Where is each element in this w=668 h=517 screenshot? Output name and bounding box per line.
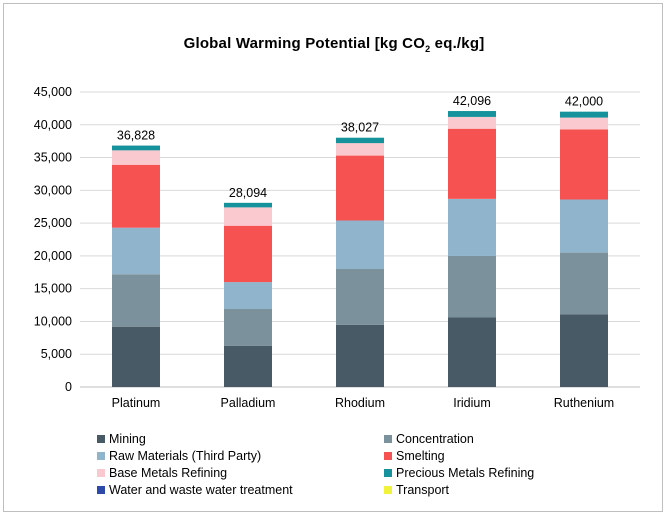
legend-label: Water and waste water treatment — [109, 483, 293, 497]
bar-segment-raw-materials-third-party — [560, 199, 608, 253]
bar-segment-precious-metals-refining — [448, 111, 496, 117]
y-tick-label: 25,000 — [34, 216, 72, 230]
y-tick-label: 15,000 — [34, 282, 72, 296]
x-tick-label: Rhodium — [335, 396, 385, 410]
bar-segment-precious-metals-refining — [560, 111, 608, 118]
legend-label: Precious Metals Refining — [396, 466, 535, 480]
bar-segment-concentration — [560, 252, 608, 315]
bar-segment-smelting — [224, 225, 272, 283]
total-label: 28,094 — [229, 186, 267, 200]
legend-swatch — [97, 435, 105, 443]
x-tick-label: Iridium — [453, 396, 491, 410]
x-tick-label: Palladium — [221, 396, 276, 410]
legend-item: Base Metals Refining — [97, 465, 227, 481]
bar-segment-smelting — [448, 128, 496, 199]
bar-segment-raw-materials-third-party — [112, 227, 160, 275]
legend-item: Raw Materials (Third Party) — [97, 448, 261, 464]
legend-swatch — [384, 435, 392, 443]
total-label: 36,828 — [117, 129, 155, 143]
legend-label: Raw Materials (Third Party) — [109, 449, 262, 463]
y-tick-label: 20,000 — [34, 249, 72, 263]
total-label: 42,000 — [565, 95, 603, 109]
chart-title-tail: eq./kg] — [430, 35, 485, 52]
legend-item: Concentration — [384, 431, 474, 447]
chart-title-main: Global Warming Potential [kg CO — [183, 35, 426, 52]
legend-item: Water and waste water treatment — [97, 482, 293, 498]
legend-label: Smelting — [396, 449, 445, 463]
bar-segment-raw-materials-third-party — [448, 198, 496, 256]
bar-segment-base-metals-refining — [448, 116, 496, 129]
bar-segment-precious-metals-refining — [336, 137, 384, 144]
legend-item: Smelting — [384, 448, 445, 464]
bar-segment-base-metals-refining — [224, 207, 272, 226]
bar-segment-mining — [448, 317, 496, 387]
y-tick-label: 0 — [65, 380, 72, 394]
legend-label: Transport — [396, 483, 450, 497]
y-tick-label: 5,000 — [41, 347, 72, 361]
y-tick-label: 30,000 — [34, 183, 72, 197]
bar-segment-base-metals-refining — [336, 143, 384, 156]
legend-swatch — [384, 469, 392, 477]
bar-segment-mining — [560, 314, 608, 387]
bar-segment-smelting — [336, 155, 384, 221]
x-tick-label: Ruthenium — [554, 396, 614, 410]
y-tick-label: 40,000 — [34, 118, 72, 132]
bar-segment-base-metals-refining — [112, 150, 160, 165]
legend-item: Precious Metals Refining — [384, 465, 534, 481]
legend-swatch — [97, 469, 105, 477]
x-tick-label: Platinum — [112, 396, 161, 410]
y-tick-label: 45,000 — [34, 85, 72, 99]
chart-title-subscript: 2 — [425, 44, 431, 54]
legend-label: Base Metals Refining — [109, 466, 228, 480]
legend-swatch — [97, 486, 105, 494]
bar-segment-precious-metals-refining — [112, 145, 160, 151]
legend-swatch — [97, 452, 105, 460]
legend-swatch — [384, 486, 392, 494]
bar-segment-smelting — [560, 129, 608, 200]
legend-swatch — [384, 452, 392, 460]
bar-segment-mining — [112, 326, 160, 387]
bar-segment-base-metals-refining — [560, 117, 608, 130]
chart-title: Global Warming Potential [kg CO2 eq./kg] — [0, 35, 668, 54]
bar-segment-mining — [336, 324, 384, 387]
total-label: 42,096 — [453, 94, 491, 108]
bar-segment-raw-materials-third-party — [336, 220, 384, 269]
bar-segment-precious-metals-refining — [224, 202, 272, 208]
legend-label: Mining — [109, 432, 146, 446]
total-label: 38,027 — [341, 121, 379, 135]
legend-item: Mining — [97, 431, 146, 447]
bar-segment-concentration — [224, 308, 272, 346]
bar-segment-smelting — [112, 164, 160, 228]
y-tick-label: 10,000 — [34, 314, 72, 328]
legend-item: Transport — [384, 482, 449, 498]
bar-segment-concentration — [448, 255, 496, 318]
bar-segment-concentration — [112, 274, 160, 327]
y-tick-label: 35,000 — [34, 151, 72, 165]
bar-segment-raw-materials-third-party — [224, 282, 272, 309]
bar-segment-concentration — [336, 269, 384, 325]
legend-label: Concentration — [396, 432, 474, 446]
bar-segment-mining — [224, 345, 272, 387]
